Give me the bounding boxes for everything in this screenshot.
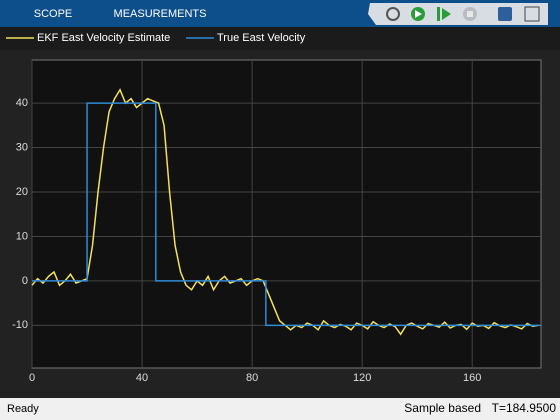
x-tick-label: 120	[353, 372, 371, 384]
y-tick-label: 10	[16, 230, 28, 242]
y-tick-label: 40	[16, 97, 28, 109]
x-tick-label: 0	[29, 372, 35, 384]
step-icon	[442, 8, 451, 20]
step-button[interactable]	[437, 7, 440, 21]
tab[interactable]: MEASUREMENTS	[114, 8, 207, 20]
x-tick-label: 160	[463, 372, 481, 384]
axes	[31, 59, 542, 369]
series-line	[32, 102, 541, 327]
sim-time: T=184.9500	[492, 401, 557, 415]
status-bar	[0, 398, 560, 420]
y-tick-label: 0	[22, 275, 28, 287]
stop-icon	[467, 11, 473, 17]
x-tick-label: 80	[246, 372, 258, 384]
x-tick-label: 40	[136, 372, 148, 384]
status-text: Ready	[7, 403, 39, 415]
y-tick-label: 20	[16, 186, 28, 198]
legend-label: True East Velocity	[217, 32, 306, 44]
y-tick-label: -10	[12, 319, 28, 331]
run-icon	[415, 10, 422, 18]
undock-button[interactable]	[524, 6, 540, 22]
help-button[interactable]	[498, 7, 512, 21]
sample-mode: Sample based	[404, 401, 481, 415]
quick-access-bar	[368, 3, 548, 25]
legend-bar	[0, 27, 560, 50]
legend-label: EKF East Velocity Estimate	[37, 32, 170, 44]
settings-button[interactable]	[386, 7, 400, 21]
tab[interactable]: SCOPE	[34, 8, 73, 20]
y-tick-label: 30	[16, 141, 28, 153]
